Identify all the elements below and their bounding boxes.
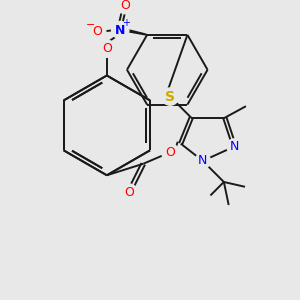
Circle shape — [161, 88, 179, 105]
Text: O: O — [165, 146, 175, 159]
Text: O: O — [124, 186, 134, 199]
Text: N: N — [115, 23, 125, 37]
Circle shape — [116, 0, 134, 14]
Circle shape — [88, 23, 106, 40]
Text: N: N — [230, 140, 239, 153]
Text: S: S — [165, 90, 175, 104]
Text: O: O — [102, 42, 112, 55]
Circle shape — [98, 40, 116, 57]
Text: −: − — [86, 20, 95, 30]
Circle shape — [120, 184, 137, 201]
Text: O: O — [120, 0, 130, 12]
Text: +: + — [122, 18, 130, 28]
Text: O: O — [92, 26, 102, 38]
Circle shape — [227, 139, 242, 154]
Circle shape — [195, 153, 210, 169]
Circle shape — [161, 144, 179, 161]
Circle shape — [112, 21, 129, 39]
Text: N: N — [198, 154, 208, 167]
